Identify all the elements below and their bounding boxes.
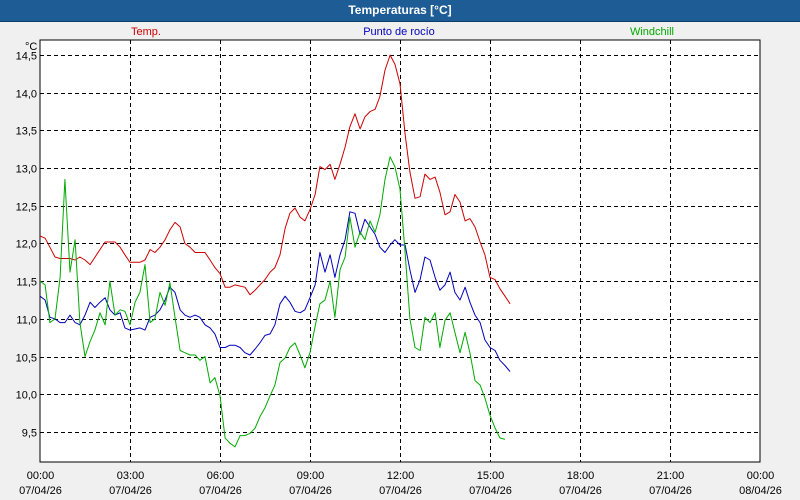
legend-dew-point: Punto de rocío [363,26,435,38]
x-tick-time: 00:00 [27,470,55,482]
y-tick-label: 9,5 [22,428,37,440]
x-tick-date: 07/04/26 [109,485,152,497]
x-tick-time: 09:00 [297,470,325,482]
windchill-line [39,156,506,448]
y-axis: 9,5 10,0 10,5 11,0 11,5 12,0 12,5 13,0 13,5 14,0 1… [16,51,37,440]
chart-title-bar: Temperaturas [°C] [0,0,800,22]
legend-windchill: Windchill [630,26,674,38]
grid [40,40,760,462]
y-tick-label: 11,0 [16,315,37,327]
y-tick-label: 14,0 [16,89,37,101]
y-tick-label: 14,5 [16,51,37,63]
x-tick-date: 07/04/26 [559,485,602,497]
y-tick-label: 11,5 [16,277,37,289]
legend-temp: Temp. [131,26,161,38]
y-tick-label: 13,0 [16,164,37,176]
x-tick-date: 07/04/26 [289,485,332,497]
y-tick-label: 12,5 [16,202,37,214]
x-axis: 00:00 07/04/26 03:00 07/04/26 06:00 07/04/26 0… [19,470,782,497]
x-tick-time: 21:00 [657,470,685,482]
x-tick-time: 06:00 [207,470,235,482]
x-tick-date: 07/04/26 [19,485,62,497]
series-group [39,54,511,448]
y-tick-label: 10,0 [16,390,37,402]
y-tick-label: 10,5 [16,353,37,365]
x-tick-date: 07/04/26 [199,485,242,497]
x-tick-date: 07/04/26 [469,485,512,497]
y-axis-unit-label: °C [25,41,37,53]
y-tick-label: 12,0 [16,239,37,251]
x-tick-time: 15:00 [477,470,505,482]
x-tick-date: 07/04/26 [649,485,692,497]
x-tick-date: 08/04/26 [739,485,782,497]
dew-point-line [39,211,511,372]
y-tick-label: 13,5 [16,126,37,138]
temp-line [39,54,511,305]
x-tick-time: 18:00 [567,470,595,482]
chart-title: Temperaturas [°C] [348,3,452,17]
x-tick-time: 03:00 [117,470,145,482]
x-tick-date: 07/04/26 [379,485,422,497]
x-tick-time: 12:00 [387,470,415,482]
x-tick-time: 00:00 [747,470,775,482]
